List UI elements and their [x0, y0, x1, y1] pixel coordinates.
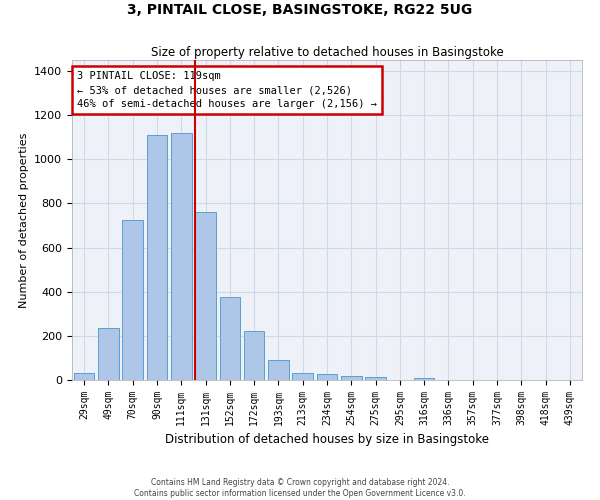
Bar: [244, 332, 265, 380]
Bar: [414, 378, 434, 380]
Bar: [98, 328, 119, 380]
Text: 3, PINTAIL CLOSE, BASINGSTOKE, RG22 5UG: 3, PINTAIL CLOSE, BASINGSTOKE, RG22 5UG: [127, 2, 473, 16]
Text: 3 PINTAIL CLOSE: 119sqm
← 53% of detached houses are smaller (2,526)
46% of semi: 3 PINTAIL CLOSE: 119sqm ← 53% of detache…: [77, 71, 377, 109]
Bar: [341, 376, 362, 380]
Bar: [268, 360, 289, 380]
Y-axis label: Number of detached properties: Number of detached properties: [19, 132, 29, 308]
Bar: [74, 374, 94, 380]
Bar: [292, 374, 313, 380]
Bar: [122, 220, 143, 380]
Bar: [220, 297, 240, 380]
X-axis label: Distribution of detached houses by size in Basingstoke: Distribution of detached houses by size …: [165, 434, 489, 446]
Bar: [365, 376, 386, 380]
Title: Size of property relative to detached houses in Basingstoke: Size of property relative to detached ho…: [151, 46, 503, 59]
Text: Contains HM Land Registry data © Crown copyright and database right 2024.
Contai: Contains HM Land Registry data © Crown c…: [134, 478, 466, 498]
Bar: [317, 374, 337, 380]
Bar: [146, 135, 167, 380]
Bar: [171, 133, 191, 380]
Bar: [195, 212, 216, 380]
